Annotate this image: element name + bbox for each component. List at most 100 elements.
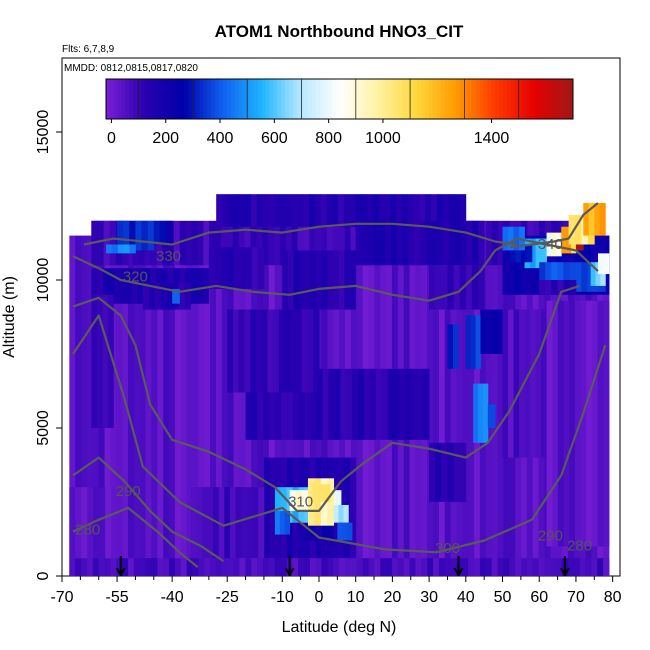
heatmap-cell (160, 282, 168, 310)
heatmap-cell (327, 220, 334, 266)
y-tick-label: 5000 (35, 410, 52, 446)
heatmap-cell (91, 268, 98, 304)
heatmap-cell (255, 309, 263, 393)
colorbar-swatch (514, 79, 520, 119)
colorbar-swatch (281, 79, 286, 119)
heatmap-cell (239, 194, 246, 227)
heatmap-cell (129, 220, 136, 251)
heatmap-cell (75, 558, 82, 576)
heatmap-cell (290, 309, 297, 393)
colorbar-swatch (335, 79, 340, 119)
heatmap-cell (586, 300, 593, 547)
colorbar-frame (105, 78, 574, 120)
colorbar-swatch (370, 79, 376, 119)
colorbar-swatch (393, 79, 399, 119)
heatmap-cell (91, 294, 98, 428)
heatmap-cell (135, 220, 142, 251)
heatmap-cell (486, 220, 493, 266)
heatmap-cell (145, 235, 152, 576)
heatmap-cell (116, 235, 123, 576)
heatmap-cell (358, 368, 365, 440)
heatmap-cell (86, 235, 94, 576)
heatmap-cell (509, 558, 516, 576)
colorbar-tick-label: 600 (261, 130, 288, 147)
flight-markers (115, 556, 570, 576)
heatmap-cell (117, 244, 125, 254)
heatmap-cell (391, 558, 399, 576)
heatmap-cell (145, 558, 152, 576)
heatmap-cell (478, 383, 484, 443)
y-tick-label: 0 (35, 571, 52, 580)
x-tick-label: -70 (50, 589, 73, 606)
heatmap-cell (313, 309, 320, 393)
x-tick-label: 30 (420, 589, 438, 606)
flight-marker-arrow (115, 567, 126, 576)
colorbar-swatch (253, 79, 259, 119)
heatmap-cell (214, 247, 222, 289)
colorbar-tick-label: 200 (152, 130, 179, 147)
heatmap-cell (238, 309, 245, 393)
heatmap-cell (350, 558, 358, 576)
heatmap-cell (563, 300, 570, 547)
heatmap-cell (545, 262, 552, 292)
heatmap-cell (381, 368, 389, 440)
colorbar-swatch (347, 79, 352, 119)
x-tick-label: -25 (216, 589, 239, 606)
colorbar-swatch (273, 79, 278, 119)
heatmap-cell (513, 309, 520, 458)
heatmap-cell (441, 442, 448, 502)
colorbar-swatch (452, 79, 457, 119)
heatmap-cell (273, 309, 280, 393)
colorbar-swatch (382, 79, 387, 119)
heatmap-cell (69, 558, 76, 576)
heatmap-cell (541, 309, 547, 458)
heatmap-cell (252, 487, 259, 559)
heatmap-cell (157, 235, 164, 576)
colorbar-swatch (179, 79, 185, 119)
contour-label: 290 (116, 483, 141, 500)
heatmap-cell (393, 368, 400, 440)
flights-note: Flts: 6,7,8,9 (62, 44, 115, 55)
colorbar-swatch (386, 79, 391, 119)
heatmap-cell (295, 490, 302, 511)
heatmap-cell (575, 214, 582, 245)
heatmap-cell (514, 235, 521, 295)
heatmap-cell (417, 368, 424, 440)
heatmap-cell (444, 235, 452, 576)
heatmap-cell (69, 487, 76, 559)
heatmap-cell (465, 315, 472, 369)
x-tick-label: 60 (530, 589, 548, 606)
heatmap-cell (520, 235, 527, 295)
heatmap-cell (580, 300, 587, 547)
heatmap-cell (263, 368, 270, 440)
heatmap-cell (563, 280, 571, 295)
colorbar-swatch (530, 79, 535, 119)
heatmap-cell (133, 235, 141, 576)
colorbar-swatch (242, 79, 247, 119)
colorbar-swatch (374, 79, 379, 119)
colorbar-swatch (133, 79, 138, 119)
heatmap-cell (148, 282, 156, 310)
heatmap-cell (75, 487, 82, 559)
heatmap-cell (123, 244, 130, 254)
heatmap-cell (102, 294, 109, 428)
heatmap-cell (310, 368, 317, 440)
heatmap-cell (390, 220, 397, 266)
contour-label: 320 (123, 269, 148, 286)
heatmap-cell (128, 235, 135, 576)
colorbar-swatch (421, 79, 426, 119)
heatmap-cell (402, 220, 409, 266)
heatmap-cell (347, 522, 353, 541)
colorbar-swatch (327, 79, 333, 119)
heatmap-cell (198, 235, 205, 576)
x-tick-label: -55 (106, 589, 129, 606)
heatmap-cell (557, 262, 564, 292)
heatmap-cell (453, 265, 461, 310)
dates-note: MMDD: 0812,0815,0817,0820 (64, 63, 198, 74)
heatmap-cell (386, 558, 393, 576)
heatmap-cell (438, 558, 446, 576)
heatmap-cell (471, 265, 479, 310)
heatmap-cell (583, 203, 590, 236)
colorbar-swatch (257, 79, 263, 119)
